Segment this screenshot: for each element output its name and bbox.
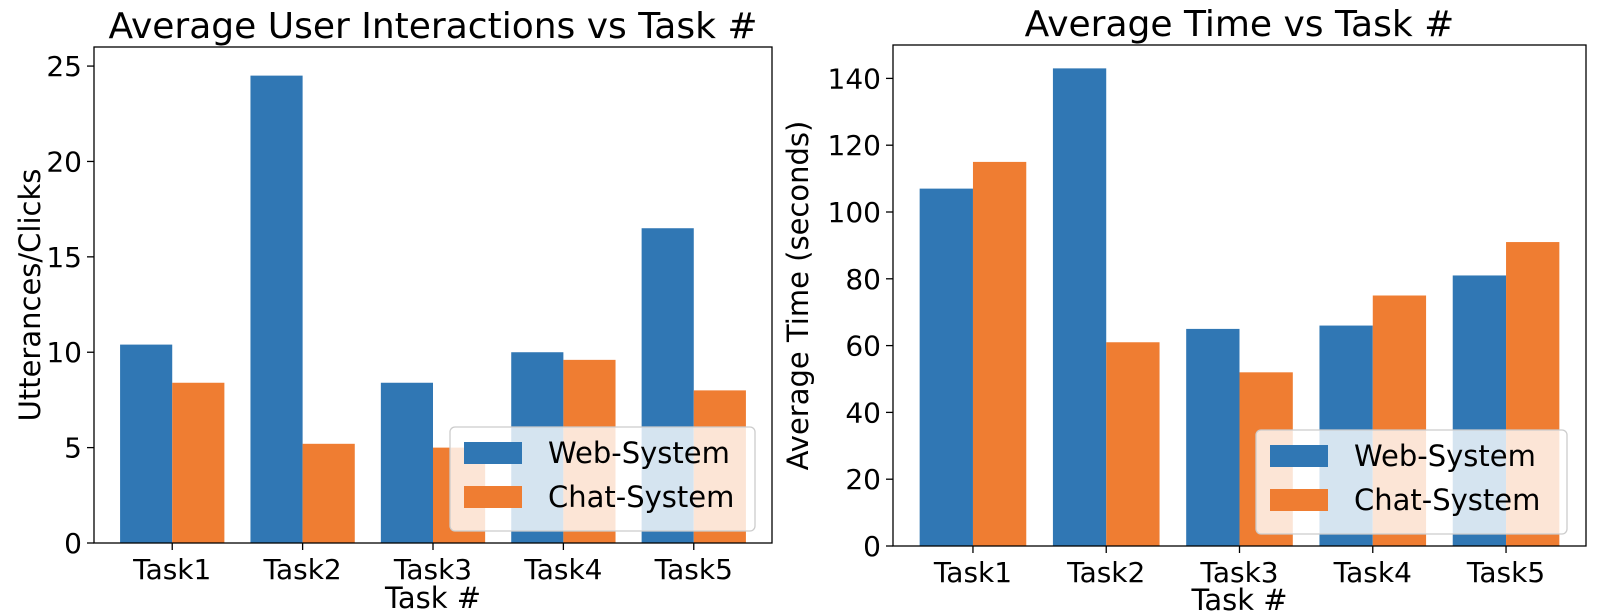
y-axis-label: Average Time (seconds) [781, 121, 815, 471]
legend-label-chat-system: Chat-System [548, 480, 734, 514]
y-tick-label: 20 [845, 463, 881, 496]
chart-title: Average Time vs Task # [1025, 4, 1455, 45]
y-tick-label: 0 [863, 530, 881, 563]
legend-frame [1255, 429, 1568, 535]
legend: Web-System Chat-System [1255, 429, 1568, 535]
legend-swatch-web-system [464, 442, 522, 464]
chart-title: Average User Interactions vs Task # [108, 6, 757, 47]
chart-interactions: 0 5 10 15 20 25 Task1 Task2 Task3 Task4 Task5 Avera… [13, 6, 773, 615]
legend-frame [449, 426, 756, 532]
bar-web-system-task1 [919, 188, 973, 546]
bar-web-system-task2 [1052, 68, 1107, 546]
x-tick-label: Task4 [1333, 556, 1412, 589]
bar-chat-system-task1 [972, 161, 1027, 546]
y-tick-label: 15 [46, 241, 82, 274]
x-tick-label: Task2 [1066, 556, 1145, 589]
legend: Web-System Chat-System [449, 426, 756, 532]
x-tick-label: Task3 [1199, 556, 1278, 589]
y-tick-label: 10 [46, 336, 82, 369]
y-tick-label: 5 [64, 432, 82, 465]
bar-web-system-task3 [380, 382, 433, 543]
bar-chat-system-task2 [302, 443, 355, 543]
y-tick-label: 60 [845, 330, 881, 363]
x-tick-label: Task1 [132, 553, 211, 586]
x-tick-label: Task4 [523, 553, 602, 586]
y-tick-label: 40 [845, 396, 881, 429]
x-tick-label: Task5 [654, 553, 733, 586]
x-tick-label: Task1 [933, 556, 1012, 589]
y-axis-label: Utterances/Clicks [13, 169, 47, 422]
bar-web-system-task1 [120, 344, 173, 543]
legend-swatch-web-system [1270, 445, 1328, 467]
bar-chat-system-task1 [172, 382, 225, 543]
legend-swatch-chat-system [464, 486, 522, 508]
x-tick-label: Task2 [262, 553, 341, 586]
y-tick-label: 25 [46, 50, 82, 83]
y-tick-label: 140 [828, 62, 881, 95]
y-tick-label: 80 [845, 263, 881, 296]
x-tick-label: Task3 [393, 553, 472, 586]
x-axis-label: Task # [384, 581, 481, 615]
bar-web-system-task2 [250, 75, 303, 544]
x-tick-label: Task5 [1466, 556, 1545, 589]
chart-time: 0 20 40 60 80 100 120 140 Task1 Task2 Task3 Task4 Ta… [781, 4, 1587, 616]
bar-web-system-task3 [1186, 328, 1240, 546]
y-tick-label: 100 [828, 196, 881, 229]
legend-label-chat-system: Chat-System [1354, 483, 1540, 517]
y-tick-label: 120 [828, 129, 881, 162]
bar-chat-system-task2 [1106, 342, 1160, 546]
legend-label-web-system: Web-System [548, 436, 730, 470]
y-tick-label: 0 [64, 527, 82, 560]
legend-label-web-system: Web-System [1354, 439, 1536, 473]
y-tick-label: 20 [46, 145, 82, 178]
x-axis-label: Task # [1190, 583, 1287, 616]
legend-swatch-chat-system [1270, 489, 1328, 511]
